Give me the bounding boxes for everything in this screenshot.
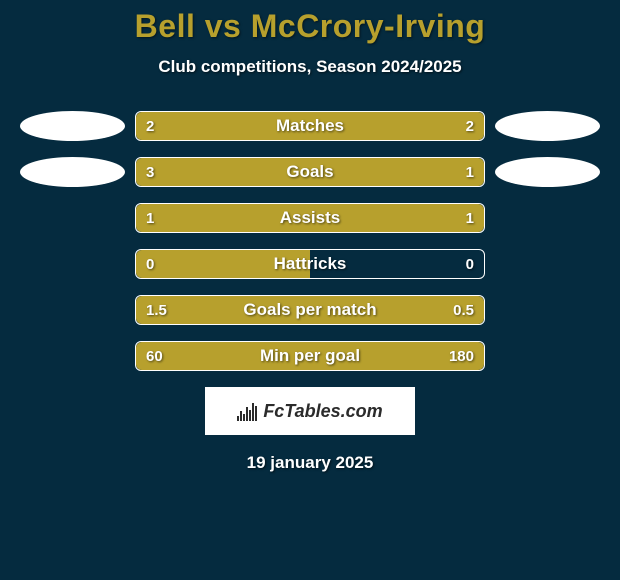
stat-bar: 60180Min per goal [135,341,485,371]
player-right-marker [495,111,600,141]
stat-row: 1.50.5Goals per match [0,295,620,325]
player-right-marker [495,157,600,187]
stat-bar: 11Assists [135,203,485,233]
stat-rows: 22Matches 31Goals 11Assists 00Hattricks 1.50… [0,111,620,371]
logo-container: FcTables.com [0,387,620,435]
bar-fill-right [397,158,484,186]
page-title: Bell vs McCrory-Irving [0,8,620,45]
bar-fill-right [397,342,484,370]
stat-value-right: 0 [456,250,484,278]
stat-row: 31Goals [0,157,620,187]
bar-chart-icon [237,401,259,421]
bar-fill-left [136,112,310,140]
stat-row: 11Assists [0,203,620,233]
bar-fill-left [136,250,310,278]
bar-fill-left [136,296,397,324]
stat-row: 22Matches [0,111,620,141]
stat-bar: 31Goals [135,157,485,187]
player-left-marker [20,157,125,187]
bar-fill-left [136,204,310,232]
stat-bar: 00Hattricks [135,249,485,279]
page-subtitle: Club competitions, Season 2024/2025 [0,57,620,77]
bar-fill-left [136,342,397,370]
bar-fill-right [310,112,484,140]
footer-date: 19 january 2025 [0,453,620,473]
fctables-logo: FcTables.com [205,387,415,435]
stat-row: 00Hattricks [0,249,620,279]
player-left-marker [20,111,125,141]
bar-fill-left [136,158,397,186]
bar-fill-right [310,204,484,232]
logo-text: FcTables.com [263,401,382,422]
bar-fill-right [397,296,484,324]
stat-bar: 1.50.5Goals per match [135,295,485,325]
comparison-infographic: Bell vs McCrory-Irving Club competitions… [0,0,620,473]
stat-bar: 22Matches [135,111,485,141]
stat-row: 60180Min per goal [0,341,620,371]
